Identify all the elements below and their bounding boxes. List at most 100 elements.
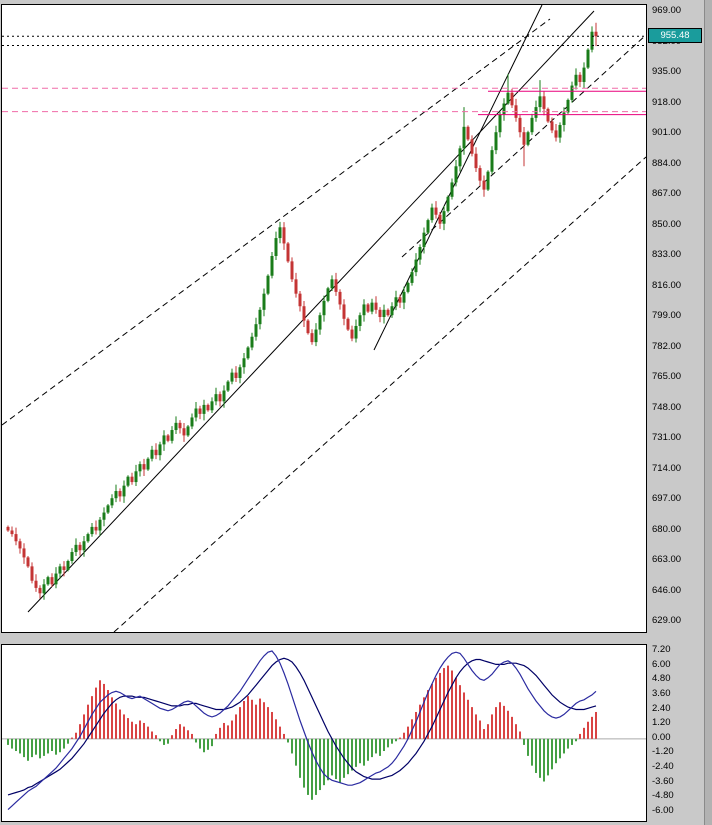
histogram-bar <box>75 732 77 739</box>
candle-body <box>86 534 90 542</box>
candle-body <box>186 426 190 436</box>
candle-body <box>554 130 558 138</box>
histogram-bar <box>571 738 573 745</box>
candle-body <box>466 126 470 140</box>
candle-body <box>94 526 98 531</box>
candle-body <box>270 256 274 276</box>
candle-body <box>174 422 178 431</box>
histogram-bar <box>195 738 197 743</box>
indicator-tick-label: 2.40 <box>652 702 671 714</box>
candle-body <box>354 325 358 339</box>
candle-body <box>22 548 26 558</box>
candle-body <box>66 561 70 570</box>
macd-chart[interactable] <box>2 645 646 821</box>
histogram-bar <box>431 683 433 739</box>
histogram-bar <box>39 738 41 759</box>
histogram-bar <box>427 690 429 739</box>
price-chart-panel[interactable] <box>1 4 647 633</box>
histogram-bar <box>435 677 437 739</box>
candle-body <box>578 74 582 82</box>
candle-body <box>218 394 222 402</box>
price-tick-label: 714.00 <box>652 462 682 474</box>
candle-body <box>162 435 166 445</box>
candle-body <box>558 125 562 138</box>
histogram-bar <box>455 677 457 739</box>
histogram-bar <box>151 731 153 739</box>
candle-body <box>534 107 538 118</box>
candle-body <box>298 293 302 307</box>
candle-body <box>418 247 422 260</box>
candle-body <box>10 530 14 535</box>
candlestick-chart[interactable] <box>2 5 646 632</box>
candle-body <box>138 464 142 472</box>
histogram-bar <box>407 726 409 739</box>
candle-body <box>590 31 594 50</box>
candle-body <box>446 196 450 212</box>
candle-body <box>306 320 310 334</box>
histogram-bar <box>371 738 373 758</box>
candle-body <box>286 243 290 262</box>
candle-body <box>594 31 598 37</box>
candle-body <box>586 49 590 68</box>
candle-body <box>442 211 446 224</box>
trend-line <box>27 10 595 613</box>
candle-body <box>62 566 66 570</box>
candle-body <box>274 238 278 256</box>
histogram-bar <box>487 724 489 739</box>
histogram-bar <box>379 738 381 756</box>
candle-body <box>314 329 318 343</box>
histogram-bar <box>83 714 85 739</box>
candle-body <box>210 401 214 411</box>
candle-body <box>410 272 414 283</box>
histogram-bar <box>271 711 273 739</box>
candle-body <box>522 132 526 145</box>
candle-body <box>230 372 234 382</box>
candle-body <box>42 584 46 594</box>
vertical-scrollbar[interactable] <box>704 0 712 825</box>
price-tick-label: 969.00 <box>652 5 682 16</box>
histogram-bar <box>579 733 581 739</box>
indicator-panel[interactable] <box>1 644 647 822</box>
candle-body <box>478 168 482 181</box>
histogram-bar <box>203 738 205 753</box>
trend-line <box>2 18 551 426</box>
histogram-bar <box>559 738 561 759</box>
candle-body <box>422 232 426 248</box>
candle-body <box>470 139 474 154</box>
candle-body <box>142 464 146 470</box>
candle-body <box>574 74 578 86</box>
histogram-bar <box>307 738 309 795</box>
histogram-bar <box>99 680 101 739</box>
histogram-bar <box>507 710 509 739</box>
candle-body <box>358 315 362 326</box>
candle-body <box>318 315 322 330</box>
histogram-bar <box>303 738 305 788</box>
histogram-bar <box>323 738 325 786</box>
histogram-bar <box>319 738 321 791</box>
price-tick-label: 629.00 <box>652 615 682 626</box>
candle-body <box>18 541 22 549</box>
candle-body <box>150 449 154 459</box>
candle-body <box>350 329 354 339</box>
histogram-bar <box>63 738 65 749</box>
histogram-bar <box>543 738 545 782</box>
histogram-bar <box>283 733 285 739</box>
candle-body <box>202 404 206 414</box>
histogram-bar <box>591 716 593 739</box>
candle-body <box>302 306 306 321</box>
candle-body <box>406 282 410 292</box>
candle-body <box>542 96 546 109</box>
candle-body <box>430 207 434 221</box>
candle-body <box>146 458 150 470</box>
histogram-bar <box>79 724 81 739</box>
histogram-bar <box>23 738 25 758</box>
candle-body <box>106 505 110 513</box>
candle-body <box>70 552 74 561</box>
histogram-bar <box>495 707 497 739</box>
indicator-tick-label: -6.00 <box>652 805 674 816</box>
histogram-bar <box>515 724 517 739</box>
panel-splitter[interactable] <box>0 633 704 644</box>
histogram-bar <box>415 711 417 739</box>
candle-body <box>310 333 314 343</box>
histogram-bar <box>175 729 177 739</box>
